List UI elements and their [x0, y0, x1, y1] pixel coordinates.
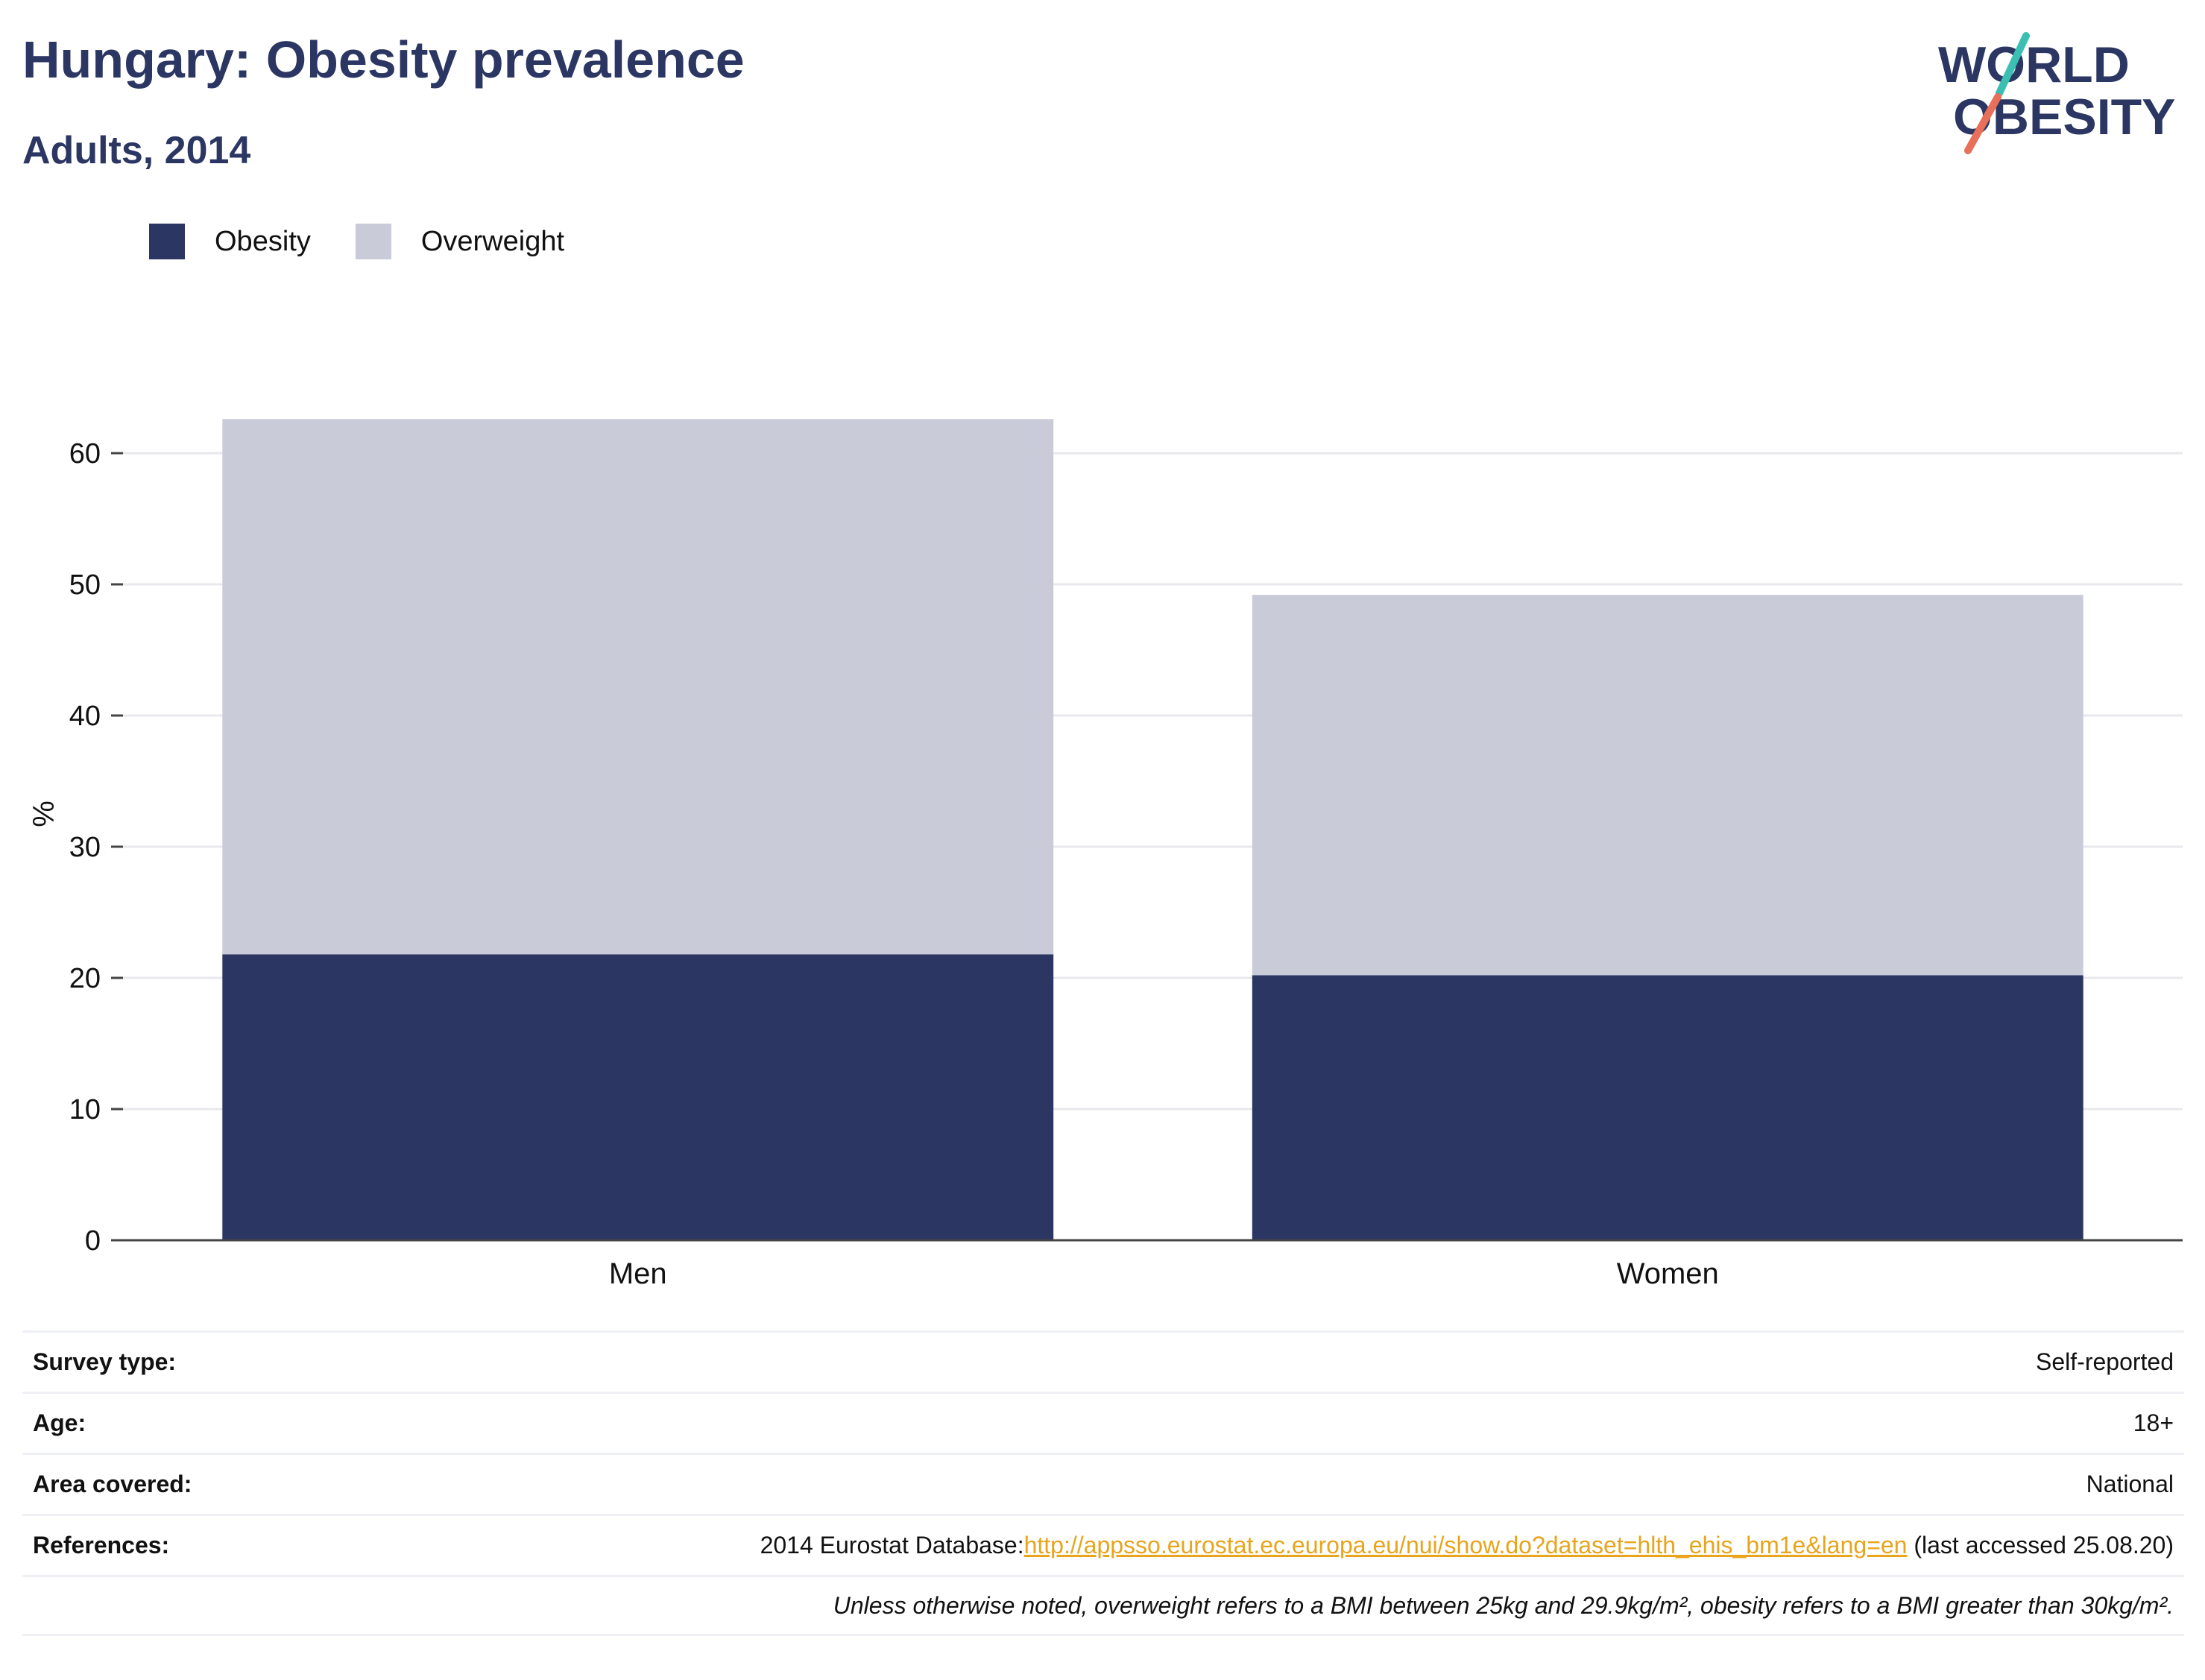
page-title: Hungary: Obesity prevalence [22, 31, 745, 89]
logo-coral-slash [1964, 93, 2001, 154]
world-obesity-logo: WORLD OBESITY [1938, 32, 2176, 154]
bar-men-obesity [222, 954, 1054, 1240]
references-suffix: (last accessed 25.08.20) [1907, 1532, 2174, 1559]
age-label: Age: [33, 1409, 86, 1436]
references-value: 2014 Eurostat Database:http://appsso.eur… [760, 1532, 2174, 1559]
bar-women-overweight [1252, 595, 2083, 976]
bar-men-overweight [222, 419, 1054, 955]
y-tick-label-20: 20 [69, 963, 101, 994]
area-label: Area covered: [33, 1471, 192, 1497]
x-tick-label-men: Men [609, 1257, 667, 1290]
bar-women-obesity [1252, 975, 2083, 1240]
references-link[interactable]: http://appsso.eurostat.ec.europa.eu/nui/… [1023, 1532, 1908, 1559]
area-value: National [2086, 1471, 2174, 1497]
chart-legend: Obesity Overweight [149, 222, 609, 261]
y-tick-label-0: 0 [85, 1225, 101, 1257]
logo-teal-slash [1996, 32, 2030, 97]
references-prefix: 2014 Eurostat Database: [760, 1532, 1024, 1559]
logo-line1: WORLD [1938, 37, 2130, 93]
y-axis-label: % [28, 800, 60, 827]
page-subtitle: Adults, 2014 [22, 129, 251, 172]
x-tick-label-women: Women [1617, 1257, 1719, 1290]
legend-swatch-overweight [355, 224, 391, 259]
survey-type-label: Survey type: [33, 1348, 177, 1375]
legend-item-overweight[interactable]: Overweight [355, 224, 565, 259]
legend-label-overweight: Overweight [420, 225, 565, 257]
survey-type-row: Survey type: Self-reported [22, 1330, 2184, 1392]
y-tick-label-60: 60 [69, 438, 101, 470]
y-tick-label-30: 30 [69, 832, 101, 863]
survey-type-value: Self-reported [2036, 1348, 2174, 1375]
age-value: 18+ [2133, 1409, 2174, 1436]
legend-swatch-obesity [149, 224, 185, 259]
definition-note-row: Unless otherwise noted, overweight refer… [22, 1575, 2184, 1636]
definition-note: Unless otherwise noted, overweight refer… [833, 1591, 2174, 1619]
y-tick-label-50: 50 [69, 569, 101, 601]
legend-item-obesity[interactable]: Obesity [149, 224, 311, 259]
legend-label-obesity: Obesity [215, 225, 311, 257]
age-row: Age: 18+ [22, 1392, 2184, 1453]
y-tick-label-10: 10 [69, 1094, 101, 1125]
y-tick-label-40: 40 [69, 701, 101, 732]
references-label: References: [33, 1532, 170, 1559]
references-row: References: 2014 Eurostat Database:http:… [22, 1514, 2184, 1575]
stacked-bar-chart: 0 10 20 30 40 50 60% Men Women [28, 419, 2183, 1290]
survey-info-table: Survey type: Self-reported Age: 18+ Area… [22, 1330, 2184, 1636]
area-row: Area covered: National [22, 1453, 2184, 1514]
